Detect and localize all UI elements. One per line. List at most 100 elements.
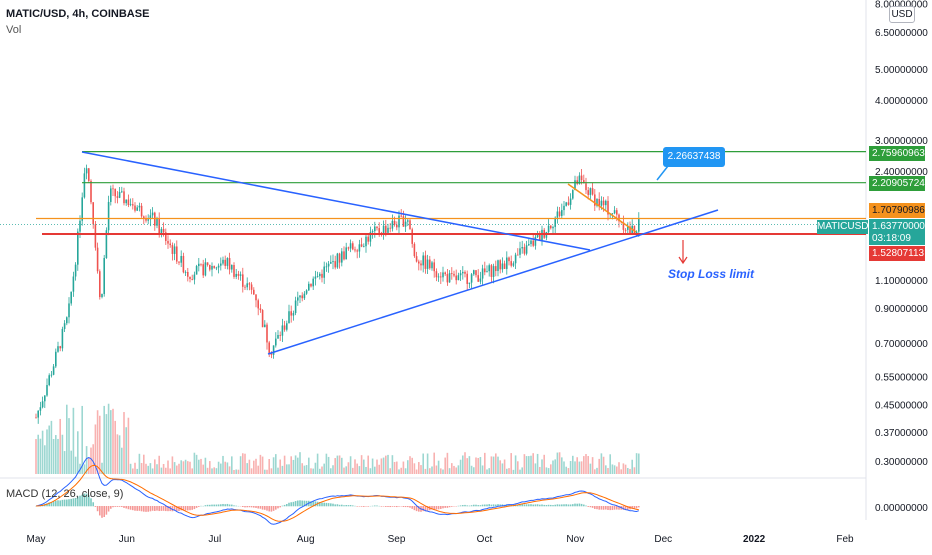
macd-histogram-bar xyxy=(224,504,226,506)
currency-badge[interactable]: USD xyxy=(889,6,915,23)
volume-bar xyxy=(53,439,55,474)
volume-bar xyxy=(249,460,251,474)
y-tick-label: 0.70000000 xyxy=(875,339,928,350)
candle-body xyxy=(198,264,200,266)
candle-body xyxy=(216,268,218,269)
volume-bar xyxy=(433,453,435,474)
macd-histogram-bar xyxy=(328,503,330,506)
macd-histogram-bar xyxy=(449,506,451,507)
volume-bar xyxy=(110,410,112,474)
macd-histogram-bar xyxy=(414,506,416,510)
volume-bar xyxy=(620,469,622,474)
candle-body xyxy=(332,261,334,262)
volume-bar xyxy=(506,469,508,474)
candle-body xyxy=(95,224,97,247)
volume-bar xyxy=(242,453,244,474)
candle-body xyxy=(570,199,572,205)
macd-histogram-bar xyxy=(495,505,497,507)
volume-bar xyxy=(328,457,330,474)
volume-bar xyxy=(372,459,374,474)
candle-body xyxy=(469,283,471,284)
macd-histogram-bar xyxy=(125,506,127,508)
candle-body xyxy=(86,168,88,173)
volume-bar xyxy=(625,465,627,474)
volume-bar xyxy=(387,455,389,474)
volume-bar xyxy=(123,412,125,474)
volume-bar xyxy=(165,468,167,474)
macd-histogram-bar xyxy=(447,506,449,508)
macd-histogram-bar xyxy=(284,505,286,506)
candle-body xyxy=(339,254,341,263)
y-tick-label: 0.90000000 xyxy=(875,304,928,315)
macd-histogram-bar xyxy=(185,506,187,510)
macd-histogram-bar xyxy=(488,504,490,506)
candle-body xyxy=(559,211,561,215)
candle-body xyxy=(328,264,330,267)
candle-body xyxy=(326,266,328,267)
candle-body xyxy=(563,206,565,210)
candle-body xyxy=(202,264,204,275)
volume-bar xyxy=(559,452,561,474)
volume-bar xyxy=(147,466,149,474)
candle-body xyxy=(568,202,570,204)
volume-bar xyxy=(568,468,570,474)
macd-histogram-bar xyxy=(59,500,61,506)
volume-bar xyxy=(488,468,490,474)
candle-body xyxy=(552,227,554,228)
macd-histogram-bar xyxy=(152,506,154,511)
volume-bar xyxy=(581,461,583,474)
candle-body xyxy=(587,190,589,195)
candle-body xyxy=(396,225,398,228)
volume-bar xyxy=(244,454,246,474)
volume-bar xyxy=(524,454,526,474)
macd-histogram-bar xyxy=(548,505,550,507)
macd-histogram-bar xyxy=(330,503,332,506)
candle-body xyxy=(374,226,376,231)
grid xyxy=(0,0,866,520)
volume-bar xyxy=(194,453,196,474)
candle-body xyxy=(462,272,464,273)
macd-histogram-bar xyxy=(339,505,341,506)
candle-body xyxy=(185,272,187,273)
macd-histogram-bar xyxy=(537,504,539,506)
candle-body xyxy=(601,201,603,206)
volume-bar xyxy=(477,458,479,474)
macd-histogram-bar xyxy=(273,506,275,511)
macd-histogram-bar xyxy=(541,504,543,506)
price-callout[interactable]: 2.26637438 xyxy=(663,147,725,167)
candle-body xyxy=(231,265,233,269)
volume-bar xyxy=(119,435,121,474)
volume-bar xyxy=(68,418,70,474)
volume-bar xyxy=(453,466,455,474)
macd-histogram-bar xyxy=(416,506,418,511)
macd-histogram-bar xyxy=(134,506,136,511)
candle-body xyxy=(458,275,460,280)
candle-body xyxy=(141,206,143,217)
candle-body xyxy=(464,272,466,274)
macd-histogram-bar xyxy=(376,506,378,507)
macd-histogram-bar xyxy=(249,506,251,507)
macd-histogram-bar xyxy=(605,506,607,509)
volume-bar xyxy=(389,468,391,474)
volume-bar xyxy=(227,462,229,474)
candle-body xyxy=(128,200,130,205)
candle-body xyxy=(526,245,528,253)
candle-body xyxy=(172,245,174,254)
volume-bar xyxy=(277,468,279,474)
volume-bar xyxy=(103,406,105,474)
macd-histogram-bar xyxy=(451,506,453,507)
candle-body xyxy=(416,256,418,261)
macd-histogram-bar xyxy=(233,505,235,506)
candle-body xyxy=(284,325,286,329)
candle-body xyxy=(411,229,413,244)
volume-bar xyxy=(268,459,270,474)
volume-bar xyxy=(557,453,559,474)
macd-histogram-bar xyxy=(323,503,325,507)
volume-bar xyxy=(209,461,211,474)
volume-bar xyxy=(376,460,378,474)
macd-histogram-bar xyxy=(436,506,438,509)
candle-body xyxy=(502,263,504,269)
candle-body xyxy=(389,228,391,229)
